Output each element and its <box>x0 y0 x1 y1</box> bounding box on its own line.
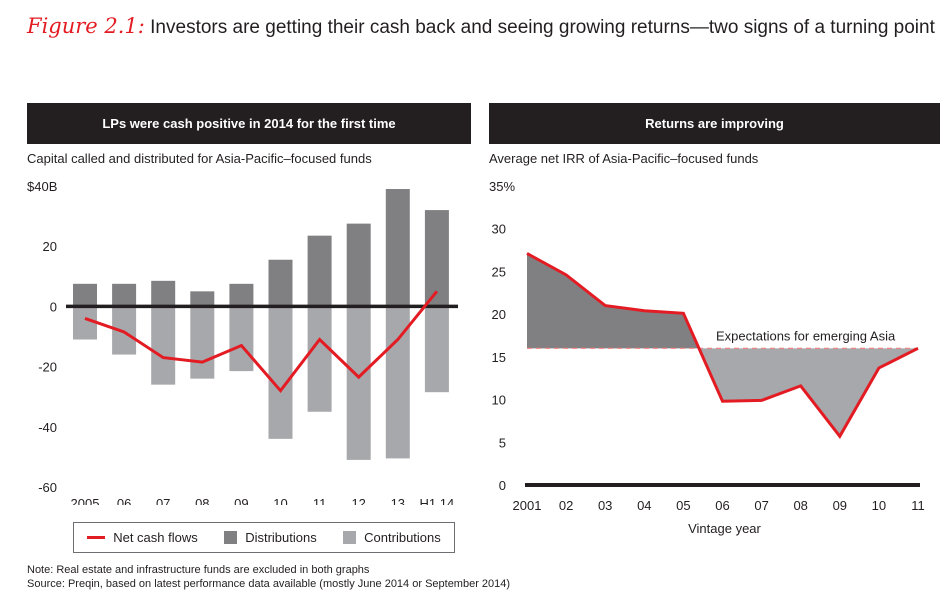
distributions-bar <box>346 223 371 307</box>
x-tick-label: 12 <box>351 496 365 505</box>
net-cash-flows-line <box>84 290 439 394</box>
footnotes: Note: Real estate and infrastructure fun… <box>27 563 510 591</box>
below-expectation-area <box>698 348 918 437</box>
note-text: Note: Real estate and infrastructure fun… <box>27 564 370 576</box>
legend-item-contributions: Contributions <box>343 530 441 545</box>
x-tick-label: 10 <box>273 496 287 505</box>
y-tick-label: 20 <box>492 307 506 322</box>
x-tick-label: 04 <box>637 498 651 513</box>
contributions-bar <box>268 306 293 439</box>
x-tick-label: 11 <box>313 496 327 505</box>
x-tick-label: 08 <box>195 496 209 505</box>
right-panel-header: Returns are improving <box>489 103 940 144</box>
y-tick-label: 35% <box>489 179 515 194</box>
x-tick-label: 10 <box>872 498 886 513</box>
distributions-bar <box>307 235 332 307</box>
contributions-swatch <box>343 531 357 544</box>
distributions-bar <box>190 291 215 307</box>
left-panel-subtitle: Capital called and distributed for Asia-… <box>27 151 372 166</box>
x-tick-label: 06 <box>117 496 131 505</box>
y-tick-label: 20 <box>43 239 57 254</box>
y-tick-label: 0 <box>499 478 506 493</box>
figure-title: Figure 2.1: Investors are getting their … <box>27 14 935 39</box>
distributions-bar <box>268 259 293 307</box>
legend-item-distributions: Distributions <box>224 530 317 545</box>
contributions-bar <box>307 306 332 412</box>
x-tick-label: 09 <box>234 496 248 505</box>
cash-flow-chart: $40B 20 0 -20 -40 -60 2005 06 07 08 09 10 11 12 13 H1 1… <box>27 179 458 505</box>
y-tick-label: 10 <box>492 393 506 408</box>
x-tick-label: 02 <box>559 498 573 513</box>
distributions-swatch <box>224 531 238 544</box>
distributions-bar <box>229 283 254 307</box>
x-axis-title: Vintage year <box>688 521 761 536</box>
x-tick-label: 2001 <box>513 498 542 513</box>
y-tick-label: 30 <box>492 222 506 237</box>
legend-label: Distributions <box>245 530 317 545</box>
irr-chart: 35% 30 25 20 15 10 5 0 Expectations for emerging… <box>489 179 925 536</box>
y-tick-label: 0 <box>50 299 57 314</box>
figure-label: Figure 2.1: <box>27 14 145 38</box>
x-tick-label: 03 <box>598 498 612 513</box>
y-tick-label: -20 <box>38 360 57 375</box>
x-tick-label: 2005 <box>71 496 100 505</box>
x-tick-label: 07 <box>156 496 170 505</box>
x-tick-label: 13 <box>391 496 405 505</box>
y-tick-label: -40 <box>38 420 57 435</box>
distributions-bar <box>385 189 410 307</box>
x-tick-label: 11 <box>911 498 925 513</box>
y-tick-label: 5 <box>499 435 506 450</box>
x-tick-label: H1 14 <box>420 496 455 505</box>
above-expectation-area <box>527 253 699 349</box>
net-cash-flows-swatch <box>87 536 106 539</box>
contributions-bar <box>73 306 97 340</box>
left-panel-header: LPs were cash positive in 2014 for the f… <box>27 103 471 144</box>
x-tick-label: 09 <box>833 498 847 513</box>
right-panel-subtitle: Average net IRR of Asia-Pacific–focused … <box>489 151 759 166</box>
legend-label: Net cash flows <box>113 530 198 545</box>
contributions-bar <box>424 306 449 393</box>
contributions-bar <box>151 306 176 385</box>
x-tick-label: 08 <box>793 498 807 513</box>
contributions-bar <box>229 306 254 372</box>
legend-label: Contributions <box>364 530 441 545</box>
figure-title-text: Investors are getting their cash back an… <box>150 17 935 38</box>
distributions-bar <box>112 283 137 307</box>
y-tick-label: -60 <box>38 480 57 495</box>
contributions-bar <box>346 306 371 460</box>
left-chart-legend: Net cash flows Distributions Contributio… <box>73 522 455 553</box>
expectation-label: Expectations for emerging Asia <box>716 328 896 343</box>
contributions-bar <box>190 306 215 379</box>
y-tick-label: 15 <box>492 350 506 365</box>
x-tick-label: 07 <box>754 498 768 513</box>
source-text: Source: Preqin, based on latest performa… <box>27 578 511 590</box>
distributions-bar <box>424 210 449 307</box>
x-tick-label: 05 <box>676 498 690 513</box>
y-tick-label: $40B <box>27 179 57 194</box>
distributions-bar <box>151 280 176 307</box>
x-tick-label: 06 <box>715 498 729 513</box>
legend-item-net-cash-flows: Net cash flows <box>87 530 198 545</box>
distributions-bar <box>73 283 97 307</box>
y-tick-label: 25 <box>492 264 506 279</box>
